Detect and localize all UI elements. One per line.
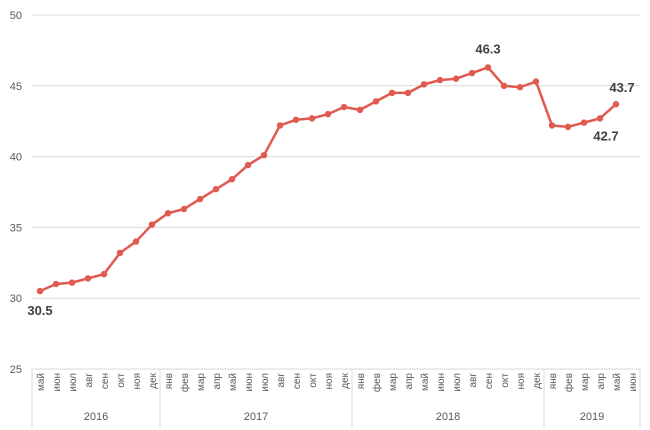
- x-tick-label: май: [36, 373, 47, 391]
- x-tick-label: ноя: [516, 373, 527, 390]
- data-point: [164, 210, 172, 217]
- y-axis: 25 30 35 40 45 50: [10, 10, 22, 376]
- x-tick-label: июл: [68, 373, 79, 392]
- data-point: [324, 110, 332, 118]
- data-label: 30.5: [27, 303, 52, 318]
- x-tick-label: янв: [164, 373, 175, 389]
- data-point: [564, 123, 572, 131]
- data-point: [276, 122, 284, 129]
- x-tick-label: сен: [100, 373, 111, 389]
- data-point: [228, 176, 236, 183]
- data-point: [436, 76, 444, 84]
- data-point: [340, 103, 348, 111]
- data-point: [580, 119, 588, 126]
- x-tick-label: апр: [212, 373, 223, 390]
- y-tick-label: 25: [10, 364, 22, 376]
- data-point: [484, 64, 492, 71]
- year-label: 2019: [580, 411, 604, 423]
- data-point: [452, 75, 460, 82]
- y-tick-label: 40: [10, 152, 22, 164]
- x-tick-label: авг: [276, 373, 287, 388]
- data-point: [68, 279, 76, 286]
- x-tick-label: май: [228, 373, 239, 391]
- data-point: [260, 151, 268, 159]
- x-tick-label: июн: [628, 373, 639, 392]
- x-tick-label: май: [420, 373, 431, 391]
- data-label: 43.7: [609, 80, 634, 95]
- year-label: 2018: [436, 411, 460, 423]
- x-tick-label: июн: [52, 373, 63, 392]
- x-tick-label: окт: [116, 373, 127, 388]
- data-point: [468, 69, 476, 77]
- x-tick-label: июл: [260, 373, 271, 392]
- x-tick-label: мар: [196, 373, 207, 391]
- x-tick-label: мар: [388, 373, 399, 391]
- data-label: 42.7: [593, 128, 618, 143]
- series-path: [39, 66, 617, 293]
- x-tick-label: дек: [148, 372, 159, 388]
- x-tick-label: июл: [452, 373, 463, 392]
- x-tick-label: фев: [179, 373, 191, 392]
- x-tick-label: май: [612, 373, 623, 391]
- data-point: [244, 161, 252, 169]
- data-point: [100, 270, 108, 278]
- y-tick-label: 45: [10, 81, 22, 93]
- data-point: [180, 205, 188, 213]
- data-labels: 30.5 46.3 43.7 42.7: [27, 41, 634, 318]
- year-label: 2017: [244, 411, 268, 423]
- x-tick-label: дек: [532, 372, 543, 388]
- x-tick-label: сен: [484, 373, 495, 389]
- x-tick-label: апр: [596, 373, 607, 390]
- data-point: [356, 106, 364, 114]
- y-tick-label: 50: [10, 10, 22, 22]
- data-point: [596, 115, 604, 122]
- data-point: [372, 98, 380, 105]
- series-line: [36, 64, 620, 295]
- x-tick-label: окт: [500, 373, 511, 388]
- gridlines: [32, 14, 640, 370]
- x-tick-label: янв: [356, 373, 367, 389]
- data-point: [532, 78, 540, 85]
- year-label: 2016: [84, 411, 108, 423]
- x-tick-label: фев: [371, 373, 383, 392]
- data-point: [148, 221, 156, 228]
- data-point: [388, 89, 396, 97]
- data-point: [52, 280, 60, 288]
- x-tick-label: сен: [292, 373, 303, 389]
- x-axis: май июн июл авг сен окт ноя дек янв фев мар апр май и…: [31, 369, 641, 428]
- data-point: [612, 101, 620, 108]
- data-point: [308, 115, 316, 122]
- x-tick-label: авг: [468, 373, 479, 388]
- x-tick-label: дек: [340, 372, 351, 388]
- x-tick-label: янв: [548, 373, 559, 389]
- data-point: [116, 249, 124, 257]
- x-tick-label: мар: [580, 373, 591, 391]
- data-point: [292, 116, 300, 123]
- x-tick-label: фев: [563, 373, 575, 392]
- data-point: [420, 81, 428, 88]
- x-tick-label: июн: [436, 373, 447, 392]
- data-point: [196, 195, 204, 203]
- x-tick-label: ноя: [132, 373, 143, 390]
- data-point: [36, 287, 44, 295]
- x-tick-label: авг: [84, 373, 95, 388]
- data-point: [516, 84, 524, 91]
- data-point: [132, 238, 140, 245]
- x-tick-label: окт: [308, 373, 319, 388]
- y-tick-label: 30: [10, 293, 22, 305]
- data-point: [500, 82, 508, 90]
- data-point: [548, 122, 556, 129]
- data-point: [212, 185, 220, 193]
- data-point: [404, 89, 412, 97]
- data-label: 46.3: [475, 41, 500, 56]
- x-tick-label: апр: [404, 373, 415, 390]
- y-tick-label: 35: [10, 222, 22, 234]
- x-tick-label: ноя: [324, 373, 335, 390]
- data-point: [84, 275, 92, 282]
- x-tick-label: июн: [244, 373, 255, 392]
